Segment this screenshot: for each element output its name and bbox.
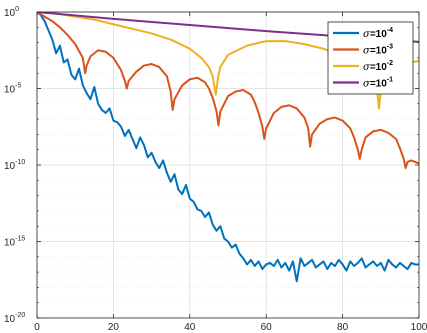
series-line-2 (37, 12, 419, 170)
y-tick-label: 100 (4, 6, 19, 19)
y-tick-label: 10-5 (4, 83, 21, 96)
legend-label-3: σ=10-2 (363, 60, 393, 73)
x-tick-label: 20 (108, 322, 120, 333)
x-tick-label: 40 (184, 322, 196, 333)
y-tick-label: 10-20 (4, 312, 25, 325)
legend-label-2: σ=10-3 (363, 44, 393, 57)
x-tick-label: 80 (337, 322, 349, 333)
tick-labels: 0 20 40 60 80 100 100 10-5 10-10 10-15 10-20 (4, 6, 427, 333)
y-tick-label: 10-15 (4, 236, 25, 249)
legend-label-1: σ=10-4 (363, 27, 393, 40)
legend: σ=10-4 σ=10-3 σ=10-2 σ=10-1 (327, 21, 414, 95)
x-tick-label: 60 (261, 322, 273, 333)
x-tick-label: 100 (411, 322, 427, 333)
x-tick-label: 0 (34, 322, 40, 333)
axes (36, 11, 420, 319)
y-tick-label: 10-10 (4, 159, 25, 172)
series-line-3 (37, 12, 419, 110)
legend-label-4: σ=10-1 (363, 77, 393, 90)
series-line-1 (37, 12, 419, 283)
